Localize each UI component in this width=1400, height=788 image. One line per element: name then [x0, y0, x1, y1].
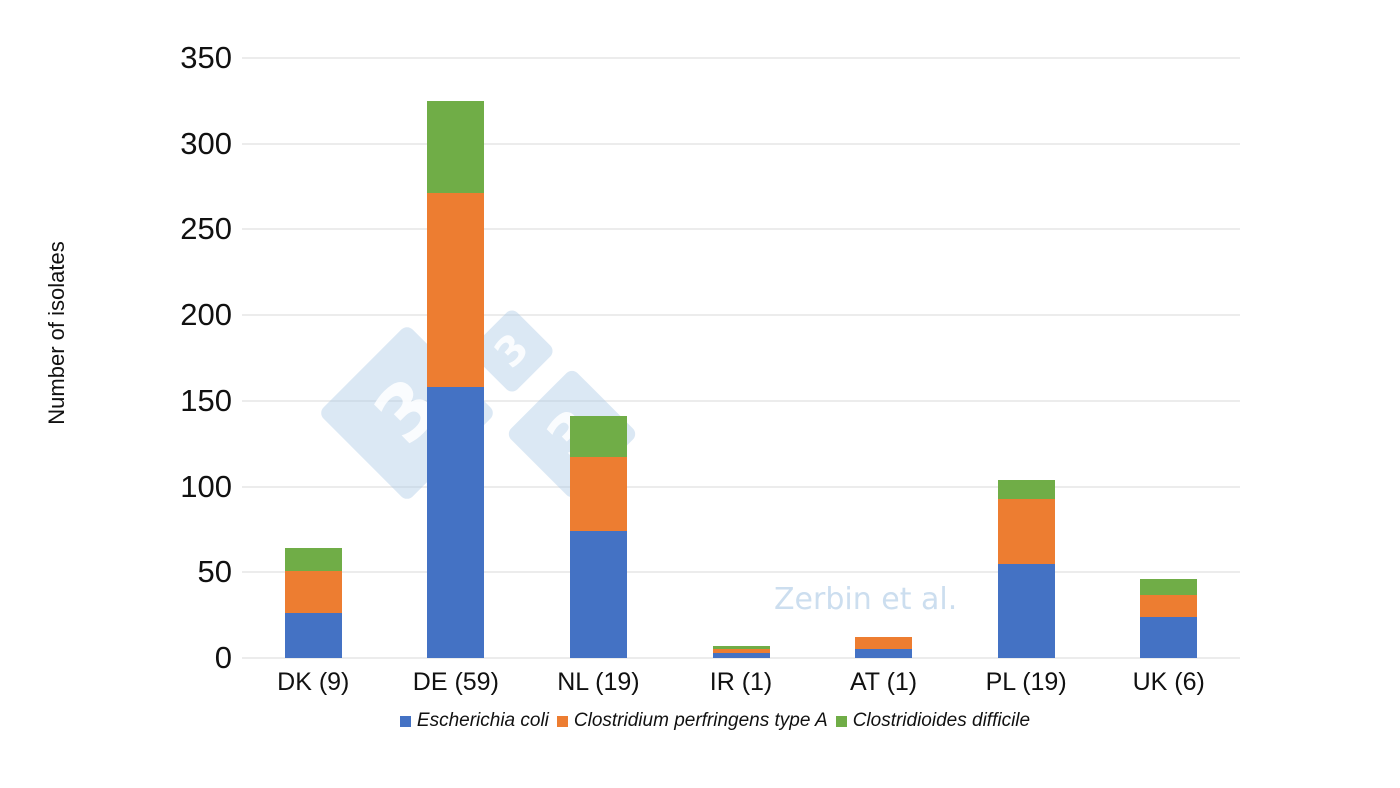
bar-segment-series-1 — [855, 637, 913, 650]
y-tick-label: 300 — [180, 125, 232, 161]
y-tick-label: 50 — [197, 554, 232, 590]
y-tick-label: 200 — [180, 297, 232, 333]
legend-item: Clostridium perfringens type A — [556, 710, 828, 732]
legend-item: Clostridioides difficile — [835, 710, 1031, 732]
bar-segment-series-1 — [997, 498, 1055, 564]
bar-segment-series-1 — [712, 649, 770, 653]
bar-segment-series-1 — [427, 193, 485, 388]
gridline — [242, 57, 1240, 59]
bar-ir — [712, 58, 770, 658]
bar-segment-series-0 — [569, 531, 627, 658]
bar-segment-series-2 — [427, 100, 485, 194]
x-tick-label: DE (59) — [412, 668, 499, 696]
x-tick-label: AT (1) — [849, 668, 918, 696]
bar-uk — [1140, 58, 1198, 658]
gridline — [242, 485, 1240, 488]
x-tick-label: DK (9) — [277, 668, 350, 696]
legend-label: Clostridioides difficile — [852, 710, 1031, 731]
y-axis-label: Number of isolates — [44, 241, 69, 425]
legend-swatch-icon — [556, 715, 568, 727]
bar-segment-series-1 — [569, 457, 627, 532]
legend-item: Escherichia coli — [399, 710, 549, 732]
gridline — [242, 657, 1240, 659]
bar-segment-series-2 — [1140, 579, 1198, 595]
bar-segment-series-2 — [569, 416, 627, 458]
bar-at — [855, 58, 913, 658]
x-tick-label: IR (1) — [709, 668, 773, 696]
legend-swatch-icon — [835, 715, 847, 727]
bar-segment-series-2 — [712, 646, 770, 650]
bar-segment-series-0 — [1140, 616, 1198, 658]
bar-de — [427, 58, 485, 658]
gridline — [242, 142, 1240, 145]
bar-segment-series-0 — [855, 649, 913, 658]
y-tick-label: 0 — [214, 640, 232, 675]
x-tick-label: PL (19) — [985, 668, 1067, 696]
bar-segment-series-1 — [1140, 594, 1198, 617]
y-tick-label: 150 — [180, 382, 232, 418]
legend-label: Clostridium perfringens type A — [573, 710, 828, 731]
bar-segment-series-2 — [284, 548, 342, 571]
legend-swatch-icon — [399, 715, 411, 727]
bar-segment-series-0 — [427, 387, 485, 658]
legend-label: Escherichia coli — [416, 710, 549, 731]
gridline — [242, 571, 1240, 574]
gridline — [242, 228, 1240, 231]
gridline — [242, 399, 1240, 402]
credit-watermark: Zerbin et al. — [774, 582, 958, 617]
legend: Escherichia coli Clostridium perfringens … — [0, 710, 1400, 732]
bar-dk — [284, 58, 342, 658]
x-tick-label: NL (19) — [557, 668, 640, 696]
bar-segment-series-0 — [997, 563, 1055, 658]
bar-segment-series-2 — [997, 479, 1055, 499]
bar-pl — [997, 58, 1055, 658]
x-tick-label: UK (6) — [1132, 668, 1205, 696]
bar-nl — [569, 58, 627, 658]
bar-segment-series-0 — [284, 613, 342, 658]
y-tick-label: 350 — [180, 40, 232, 75]
gridline — [242, 314, 1240, 317]
y-tick-label: 250 — [180, 211, 232, 247]
bar-segment-series-0 — [712, 652, 770, 658]
y-tick-label: 100 — [180, 468, 232, 504]
bar-segment-series-1 — [284, 570, 342, 614]
